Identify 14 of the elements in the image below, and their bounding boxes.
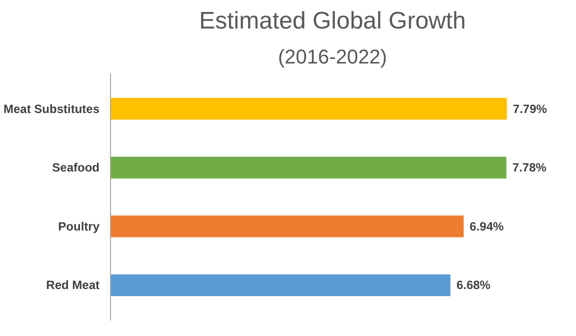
bar xyxy=(110,216,464,238)
bar xyxy=(110,274,450,296)
chart-title: Estimated Global Growth xyxy=(199,8,466,34)
chart-subtitle: (2016-2022) xyxy=(278,46,387,68)
bar xyxy=(110,98,507,120)
data-label: 6.68% xyxy=(456,278,491,292)
y-tick-label: Red Meat xyxy=(46,278,100,292)
y-tick-label: Poultry xyxy=(58,219,100,234)
bar xyxy=(110,156,506,178)
data-label: 7.79% xyxy=(512,102,548,116)
y-tick-label: Meat Substitutes xyxy=(3,102,100,116)
data-label: 7.78% xyxy=(512,160,547,175)
y-tick-label: Seafood xyxy=(52,160,100,175)
data-label: 6.94% xyxy=(470,219,504,234)
